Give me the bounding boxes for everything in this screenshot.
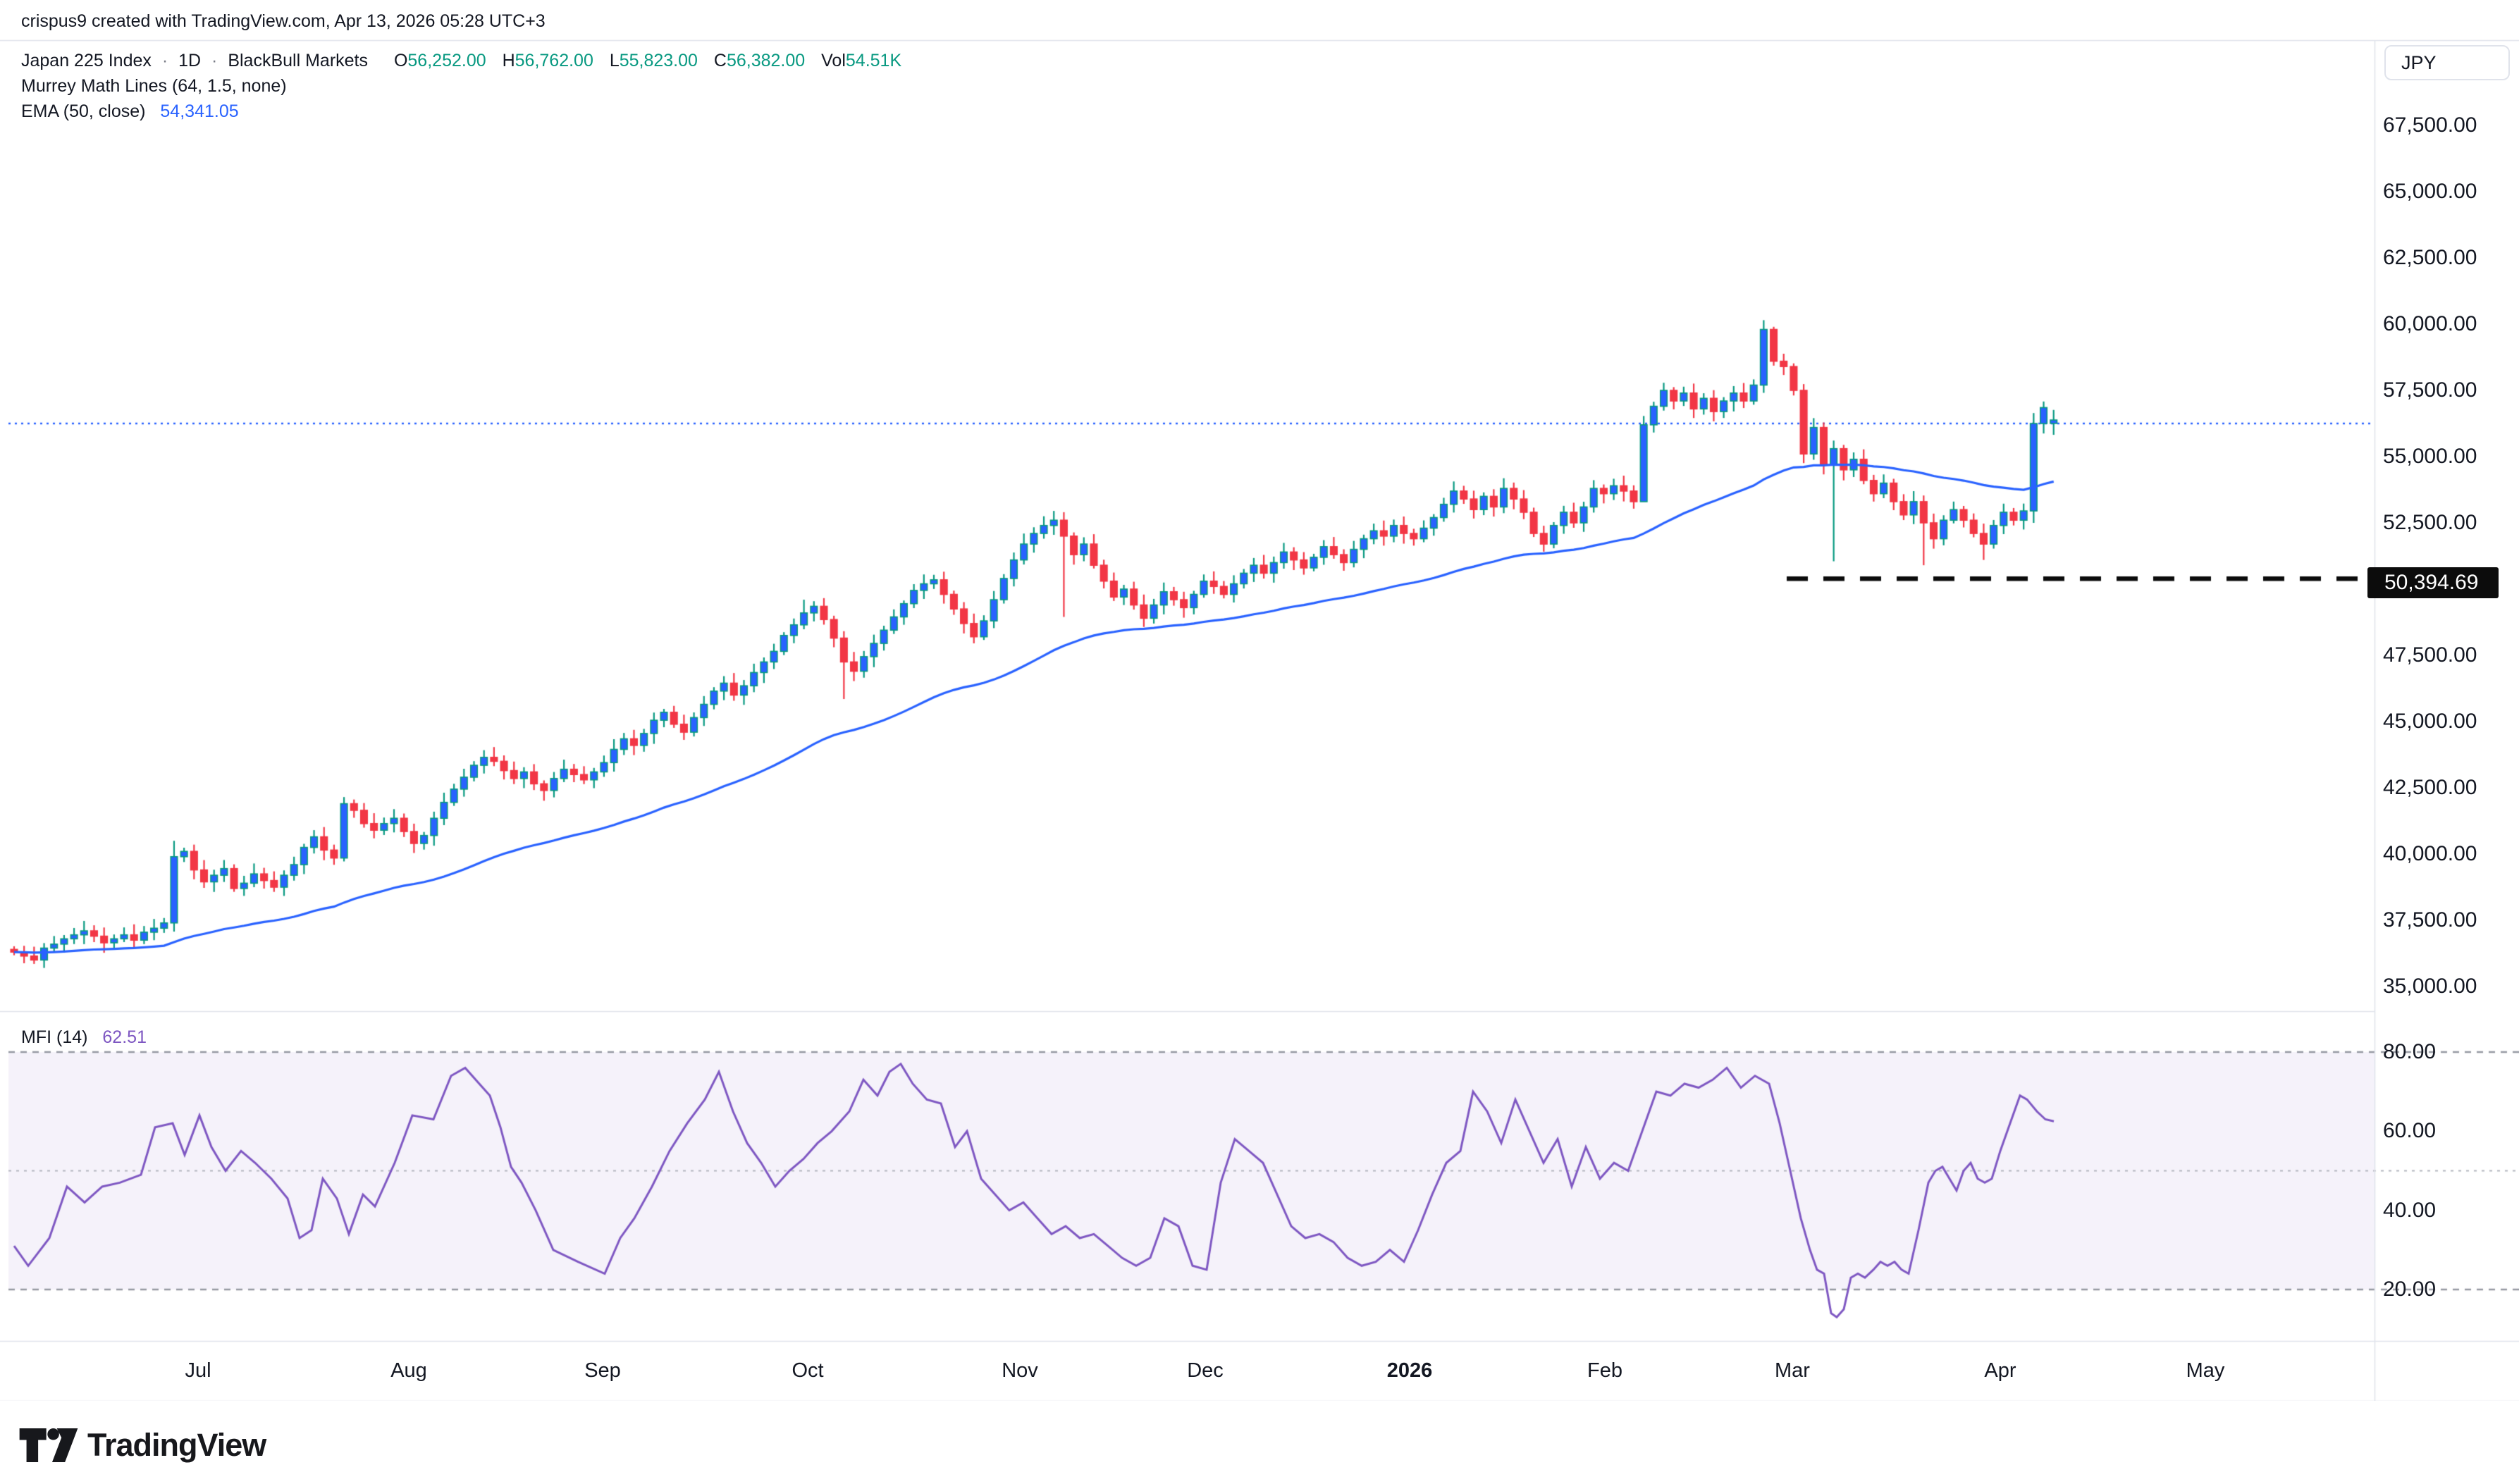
attribution-text: crispus9 created with TradingView.com, A…: [21, 11, 546, 31]
time-axis-label-feb: Feb: [1587, 1359, 1622, 1382]
low-value: 55,823.00: [619, 51, 698, 70]
ema-value: 54,341.05: [160, 101, 239, 121]
ema-label: EMA (50, close): [21, 101, 146, 121]
tradingview-logo-text: TradingView: [87, 1427, 266, 1463]
chart-plot-surface[interactable]: [0, 0, 2519, 1401]
time-axis-label-dec: Dec: [1187, 1359, 1224, 1382]
price-axis-label: 52,500.00: [2383, 511, 2477, 534]
close-value: 56,382.00: [726, 51, 806, 70]
price-axis-label: 45,000.00: [2383, 710, 2477, 733]
price-axis-label: 40,000.00: [2383, 842, 2477, 865]
tradingview-logo[interactable]: TradingView: [18, 1425, 266, 1466]
time-axis-label-nov: Nov: [1002, 1359, 1038, 1382]
time-axis[interactable]: Jul Aug Sep Oct Nov Dec 2026 Feb Mar Apr May: [0, 1341, 2519, 1401]
legend-separator: ·: [211, 51, 218, 70]
drawn-line-price-label: 50,394.69: [2367, 567, 2499, 598]
price-axis-label: 37,500.00: [2383, 908, 2477, 932]
mfi-axis-label: 80.00: [2383, 1040, 2437, 1063]
ohlc-values: O56,252.00 H56,762.00 L55,823.00 C56,382…: [383, 51, 901, 70]
price-axis-label: 35,000.00: [2383, 975, 2477, 998]
price-axis-label: 57,500.00: [2383, 378, 2477, 402]
mfi-label: MFI (14): [21, 1027, 88, 1047]
time-axis-label-oct: Oct: [792, 1359, 824, 1382]
price-axis-label: 62,500.00: [2383, 246, 2477, 269]
market-label: BlackBull Markets: [228, 51, 368, 70]
legend-murrey-row[interactable]: Murrey Math Lines (64, 1.5, none): [21, 76, 287, 96]
price-axis-label: 55,000.00: [2383, 445, 2477, 468]
price-axis-label: 65,000.00: [2383, 180, 2477, 203]
legend-separator: ·: [161, 51, 168, 70]
low-label: L: [609, 51, 620, 70]
price-axis-label: 47,500.00: [2383, 643, 2477, 667]
time-axis-label-aug: Aug: [390, 1359, 427, 1382]
time-axis-label-apr: Apr: [1984, 1359, 2016, 1382]
legend-symbol-row[interactable]: Japan 225 Index · 1D · BlackBull Markets…: [21, 48, 901, 73]
tradingview-logo-icon: [19, 1428, 78, 1462]
price-axis-label: 67,500.00: [2383, 113, 2477, 137]
close-label: C: [713, 51, 727, 70]
time-axis-label-sep: Sep: [584, 1359, 621, 1382]
high-value: 56,762.00: [515, 51, 593, 70]
price-axis[interactable]: JPY 67,500.00 65,000.00 62,500.00 60,000.00…: [2367, 40, 2519, 1401]
open-value: 56,252.00: [407, 51, 486, 70]
mfi-legend[interactable]: MFI (14) 62.51: [21, 1027, 147, 1048]
time-axis-label-2026: 2026: [1386, 1359, 1433, 1382]
time-axis-label-jul: Jul: [185, 1359, 211, 1382]
interval-label: 1D: [178, 51, 202, 70]
mfi-value: 62.51: [102, 1027, 147, 1047]
currency-toggle-button[interactable]: JPY: [2384, 45, 2510, 80]
time-axis-label-mar: Mar: [1775, 1359, 1810, 1382]
volume-label: Vol: [821, 51, 846, 70]
legend-ema-row[interactable]: EMA (50, close) 54,341.05: [21, 99, 901, 124]
chart-legend: Japan 225 Index · 1D · BlackBull Markets…: [21, 48, 901, 124]
mfi-axis-label: 20.00: [2383, 1278, 2437, 1301]
high-label: H: [502, 51, 515, 70]
mfi-axis-label: 40.00: [2383, 1198, 2437, 1222]
volume-value: 54.51K: [845, 51, 902, 70]
symbol-title: Japan 225 Index: [21, 51, 152, 70]
price-axis-label: 60,000.00: [2383, 312, 2477, 335]
time-axis-label-may: May: [2186, 1359, 2225, 1382]
mfi-axis-label: 60.00: [2383, 1119, 2437, 1143]
price-axis-label: 42,500.00: [2383, 776, 2477, 799]
open-label: O: [393, 51, 408, 70]
